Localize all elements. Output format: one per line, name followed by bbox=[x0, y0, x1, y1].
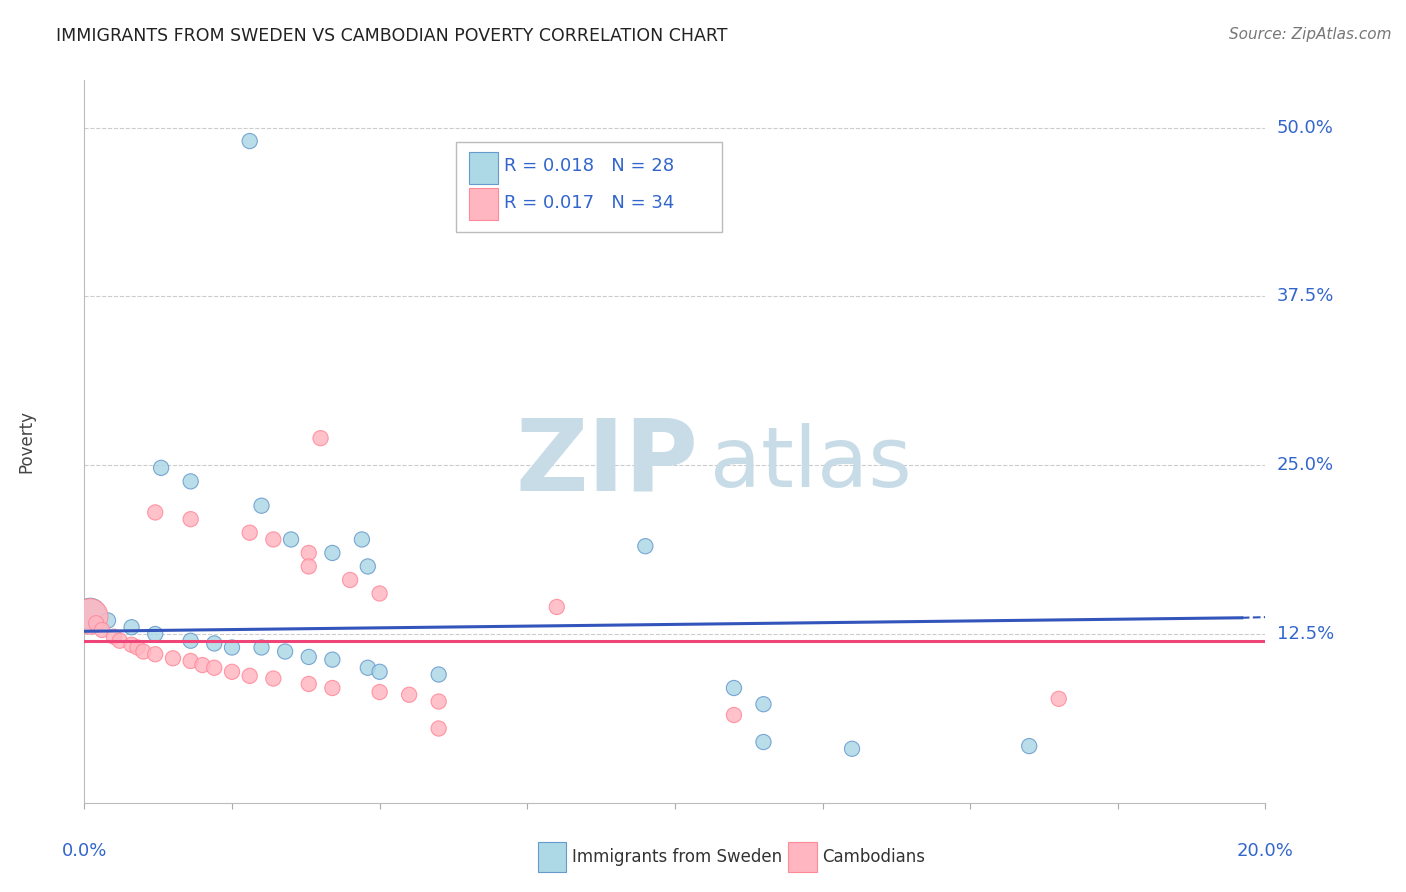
Text: IMMIGRANTS FROM SWEDEN VS CAMBODIAN POVERTY CORRELATION CHART: IMMIGRANTS FROM SWEDEN VS CAMBODIAN POVE… bbox=[56, 27, 728, 45]
Point bbox=[180, 633, 202, 648]
Point bbox=[239, 669, 262, 683]
Text: Cambodians: Cambodians bbox=[823, 848, 925, 866]
Text: Source: ZipAtlas.com: Source: ZipAtlas.com bbox=[1229, 27, 1392, 42]
Point bbox=[368, 685, 391, 699]
Point bbox=[1018, 739, 1040, 753]
Point bbox=[180, 475, 202, 489]
Text: atlas: atlas bbox=[710, 423, 912, 504]
Point bbox=[368, 586, 391, 600]
Point bbox=[634, 539, 657, 553]
Point bbox=[321, 653, 343, 667]
Point bbox=[143, 627, 166, 641]
Text: 20.0%: 20.0% bbox=[1237, 842, 1294, 860]
Point bbox=[398, 688, 420, 702]
Text: Immigrants from Sweden: Immigrants from Sweden bbox=[572, 848, 782, 866]
Text: 25.0%: 25.0% bbox=[1277, 456, 1334, 475]
FancyBboxPatch shape bbox=[470, 188, 498, 219]
Point bbox=[1047, 691, 1070, 706]
Point bbox=[162, 651, 184, 665]
Point bbox=[132, 644, 155, 658]
Point bbox=[321, 546, 343, 560]
Point bbox=[298, 546, 321, 560]
Point bbox=[150, 461, 173, 475]
Point bbox=[350, 533, 373, 547]
Text: R = 0.018   N = 28: R = 0.018 N = 28 bbox=[503, 157, 673, 175]
FancyBboxPatch shape bbox=[789, 842, 817, 872]
FancyBboxPatch shape bbox=[470, 152, 498, 184]
Point bbox=[97, 614, 120, 628]
Point bbox=[239, 525, 262, 540]
Point bbox=[546, 599, 568, 614]
Point bbox=[108, 633, 131, 648]
Point bbox=[298, 677, 321, 691]
Point bbox=[262, 533, 284, 547]
Point bbox=[339, 573, 361, 587]
Point bbox=[84, 616, 107, 631]
Point bbox=[357, 661, 380, 675]
Point bbox=[841, 741, 863, 756]
Point bbox=[298, 559, 321, 574]
Point bbox=[121, 638, 143, 652]
Point bbox=[103, 630, 125, 644]
Point bbox=[239, 134, 262, 148]
Point bbox=[143, 505, 166, 519]
Point bbox=[180, 512, 202, 526]
Text: 12.5%: 12.5% bbox=[1277, 625, 1334, 643]
Point bbox=[298, 649, 321, 664]
Point bbox=[427, 667, 450, 681]
Point bbox=[91, 623, 114, 637]
FancyBboxPatch shape bbox=[538, 842, 567, 872]
Point bbox=[280, 533, 302, 547]
Point bbox=[368, 665, 391, 679]
Point bbox=[121, 620, 143, 634]
Point bbox=[752, 697, 775, 711]
Text: 0.0%: 0.0% bbox=[62, 842, 107, 860]
Text: 37.5%: 37.5% bbox=[1277, 287, 1334, 305]
Point bbox=[427, 722, 450, 736]
Point bbox=[127, 640, 149, 655]
Text: 50.0%: 50.0% bbox=[1277, 119, 1333, 136]
Point bbox=[143, 647, 166, 661]
Point bbox=[357, 559, 380, 574]
Point bbox=[79, 609, 101, 624]
Point bbox=[723, 708, 745, 723]
Text: ZIP: ZIP bbox=[516, 415, 699, 512]
Point bbox=[321, 681, 343, 695]
Point bbox=[723, 681, 745, 695]
FancyBboxPatch shape bbox=[457, 142, 723, 232]
Text: Poverty: Poverty bbox=[17, 410, 35, 473]
Point bbox=[202, 636, 225, 650]
Point bbox=[752, 735, 775, 749]
Point bbox=[309, 431, 332, 445]
Point bbox=[427, 694, 450, 708]
Point bbox=[262, 672, 284, 686]
Point bbox=[191, 658, 214, 673]
Point bbox=[221, 665, 243, 679]
Point bbox=[274, 644, 297, 658]
Point bbox=[79, 607, 101, 621]
Text: R = 0.017   N = 34: R = 0.017 N = 34 bbox=[503, 194, 673, 212]
Point bbox=[202, 661, 225, 675]
Point bbox=[180, 654, 202, 668]
Point bbox=[250, 499, 273, 513]
Point bbox=[250, 640, 273, 655]
Point bbox=[221, 640, 243, 655]
